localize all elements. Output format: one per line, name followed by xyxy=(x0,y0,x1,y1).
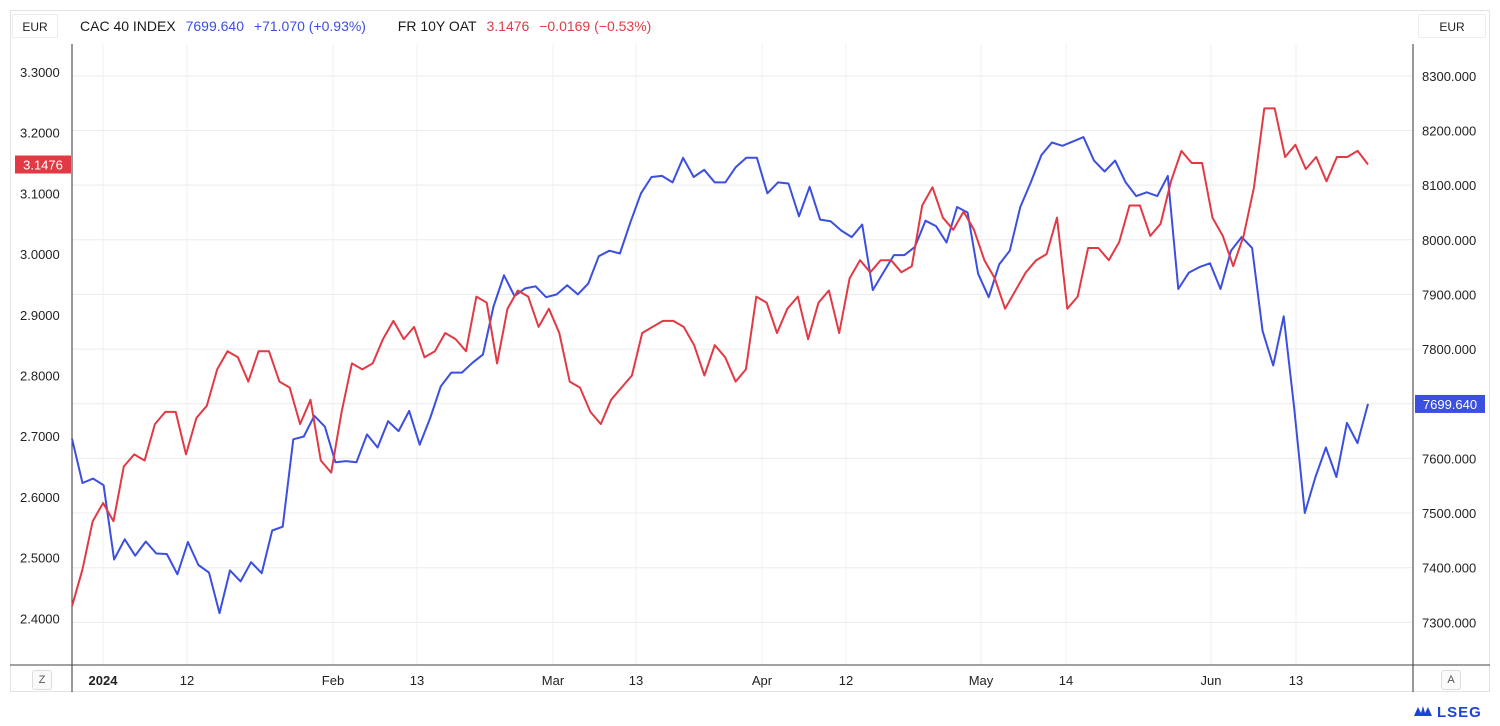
autoscale-toggle-right[interactable]: A xyxy=(1441,670,1461,690)
last-value-badge-left: 3.1476 xyxy=(23,158,63,173)
x-tick-label-11: 13 xyxy=(1289,673,1303,688)
right-tick-label-7: 7600.000 xyxy=(1422,451,1476,466)
left-axis-ticks: 3.3000 3.2000 3.1000 3.0000 2.9000 2.8000 2.70… xyxy=(20,65,60,626)
series-line-cac40 xyxy=(71,136,1369,615)
series-line-fr10y-oat xyxy=(71,107,1369,607)
left-tick-label-3: 3.0000 xyxy=(20,247,60,262)
right-tick-label-4: 7900.000 xyxy=(1422,287,1476,302)
legend-series1-change: +71.070 (+0.93%) xyxy=(253,18,366,34)
legend-series2-name: FR 10Y OAT xyxy=(397,18,477,34)
x-tick-label-6: Apr xyxy=(752,673,773,688)
chart-frame xyxy=(10,10,1490,692)
right-tick-label-10: 7300.000 xyxy=(1422,615,1476,630)
x-tick-label-3: 13 xyxy=(410,673,424,688)
right-tick-label-0: 8300.000 xyxy=(1422,69,1476,84)
lseg-logo-icon xyxy=(1414,706,1432,716)
x-tick-label-5: 13 xyxy=(629,673,643,688)
right-tick-label-9: 7400.000 xyxy=(1422,561,1476,576)
x-tick-label-8: May xyxy=(969,673,994,688)
right-tick-label-3: 8000.000 xyxy=(1422,233,1476,248)
x-tick-label-1: 12 xyxy=(180,673,194,688)
legend-series1-name: CAC 40 INDEX xyxy=(80,18,176,34)
left-tick-label-2: 3.1000 xyxy=(20,186,60,201)
left-tick-label-8: 2.5000 xyxy=(20,551,60,566)
axes xyxy=(10,44,1490,692)
left-tick-label-1: 3.2000 xyxy=(20,126,60,141)
x-tick-label-9: 14 xyxy=(1059,673,1073,688)
last-value-badge-right: 7699.640 xyxy=(1423,397,1477,412)
left-tick-label-9: 2.4000 xyxy=(20,611,60,626)
chart-legend: CAC 40 INDEX 7699.640 +71.070 (+0.93%) F… xyxy=(80,12,657,40)
zoom-toggle-left[interactable]: Z xyxy=(32,670,52,690)
lseg-logo-text: LSEG xyxy=(1437,704,1482,721)
currency-right-label[interactable]: EUR xyxy=(1418,14,1486,38)
legend-series2-change: −0.0169 (−0.53%) xyxy=(539,18,652,34)
grid-lines xyxy=(72,44,1413,665)
x-tick-label-2: Feb xyxy=(322,673,344,688)
currency-left-label[interactable]: EUR xyxy=(12,14,58,38)
right-tick-label-8: 7500.000 xyxy=(1422,506,1476,521)
x-tick-label-4: Mar xyxy=(542,673,565,688)
last-value-badge-left-bg xyxy=(15,155,71,174)
left-tick-label-5: 2.8000 xyxy=(20,369,60,384)
legend-series1-value: 7699.640 xyxy=(185,18,244,34)
last-value-badge-right-bg xyxy=(1415,394,1485,413)
left-tick-label-6: 2.7000 xyxy=(20,429,60,444)
right-tick-label-5: 7800.000 xyxy=(1422,342,1476,357)
x-axis-ticks: 2024 12 Feb 13 Mar 13 Apr 12 May 14 Jun 13 xyxy=(89,673,1304,688)
legend-series2-value: 3.1476 xyxy=(486,18,530,34)
right-tick-label-2: 8100.000 xyxy=(1422,178,1476,193)
right-tick-label-1: 8200.000 xyxy=(1422,124,1476,139)
lseg-logo: LSEG xyxy=(1413,704,1482,721)
right-axis-ticks: 8300.000 8200.000 8100.000 8000.000 7900.000… xyxy=(1422,69,1476,630)
left-tick-label-4: 2.9000 xyxy=(20,308,60,323)
left-tick-label-7: 2.6000 xyxy=(20,490,60,505)
x-tick-label-10: Jun xyxy=(1201,673,1222,688)
series-lines xyxy=(71,107,1369,615)
x-tick-label-0: 2024 xyxy=(89,673,119,688)
last-value-badges: 3.1476 7699.640 xyxy=(15,155,1485,413)
x-tick-label-7: 12 xyxy=(839,673,853,688)
left-tick-label-0: 3.3000 xyxy=(20,65,60,80)
